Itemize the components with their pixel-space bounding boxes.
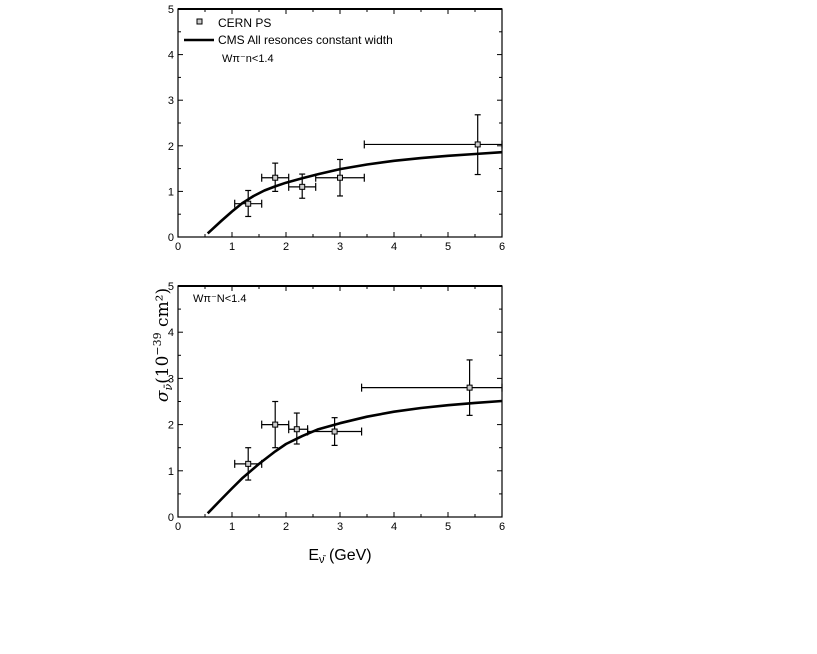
x-tick-label: 2 — [283, 521, 289, 533]
x-tick-label: 4 — [391, 241, 397, 253]
x-tick-label: 3 — [337, 241, 343, 253]
y-axis-label-exp: −39 — [151, 332, 164, 355]
x-tick-label: 0 — [175, 241, 181, 253]
x-tick-label: 4 — [391, 521, 397, 533]
point-marker — [272, 421, 279, 428]
data-point — [315, 158, 365, 197]
legend-marker-cern — [196, 18, 203, 25]
y-tick-label: 4 — [168, 50, 174, 62]
x-tick-label: 2 — [283, 241, 289, 253]
y-axis-label-unit: cm²) — [153, 288, 173, 333]
y-tick-label: 0 — [168, 232, 174, 244]
x-tick-label: 6 — [499, 241, 505, 253]
data-point — [363, 114, 503, 176]
point-marker — [299, 183, 306, 190]
x-tick-label: 3 — [337, 521, 343, 533]
y-axis-label-text: (10 — [153, 356, 173, 384]
y-axis-label-sigma: σ — [153, 390, 173, 402]
y-tick-label: 5 — [168, 4, 174, 16]
x-tick-label: 0 — [175, 521, 181, 533]
y-axis-label-sub: ν̄ — [162, 384, 175, 391]
panel-bottom: 0 1 2 3 4 5 6 0 1 2 3 4 5 Wπ⁻N<1.4 — [168, 281, 505, 533]
point-marker — [337, 174, 343, 181]
data-point — [288, 173, 317, 199]
x-tick-label: 1 — [229, 521, 235, 533]
x-tick-label: 5 — [445, 241, 451, 253]
data-point — [307, 417, 363, 446]
legend-label-cern: CERN PS — [218, 16, 271, 30]
point-marker — [245, 460, 252, 467]
y-tick-label: 0 — [168, 512, 174, 524]
y-tick-label: 1 — [168, 466, 174, 478]
y-tick-label: 1 — [168, 186, 174, 198]
panel-annotation: Wπ⁻n<1.4 — [222, 53, 274, 65]
point-marker — [331, 428, 338, 435]
x-tick-label: 1 — [229, 241, 235, 253]
series-line-cms — [206, 399, 503, 515]
data-point — [234, 447, 263, 481]
y-tick-label: 3 — [168, 95, 174, 107]
data-point — [261, 162, 290, 192]
legend-label-cms: CMS All resonces constant width — [218, 33, 393, 47]
x-tick-label: 6 — [499, 521, 505, 533]
data-point — [234, 189, 263, 218]
point-marker — [272, 174, 279, 181]
plot-frame — [177, 285, 503, 518]
data-point — [261, 400, 290, 449]
y-tick-label: 4 — [168, 327, 174, 339]
x-tick-label: 5 — [445, 521, 451, 533]
data-point — [361, 359, 503, 416]
x-axis-label: Eν̄ (GeV) — [308, 547, 371, 566]
point-marker — [474, 141, 481, 148]
y-tick-label: 3 — [168, 373, 174, 385]
panel-top: 0 1 2 3 4 5 6 0 1 2 3 4 5 Wπ⁻n<1.4 CERN PS CMS All reso… — [168, 4, 505, 253]
y-tick-label: 2 — [168, 420, 174, 432]
series-line-cms — [206, 150, 503, 235]
y-tick-label: 5 — [168, 281, 174, 293]
point-marker — [466, 384, 473, 391]
point-marker — [245, 200, 252, 207]
y-tick-label: 2 — [168, 141, 174, 153]
x-axis-label-main: E — [308, 547, 319, 564]
legend: CERN PS CMS All resonces constant width — [184, 16, 393, 47]
panel-annotation: Wπ⁻N<1.4 — [193, 293, 246, 305]
x-axis-label-unit: (GeV) — [325, 547, 372, 564]
y-axis-label: σν̄(10−39 cm²) — [151, 288, 175, 402]
x-axis-label-sub: ν̄ — [319, 554, 327, 566]
point-marker — [293, 426, 300, 433]
